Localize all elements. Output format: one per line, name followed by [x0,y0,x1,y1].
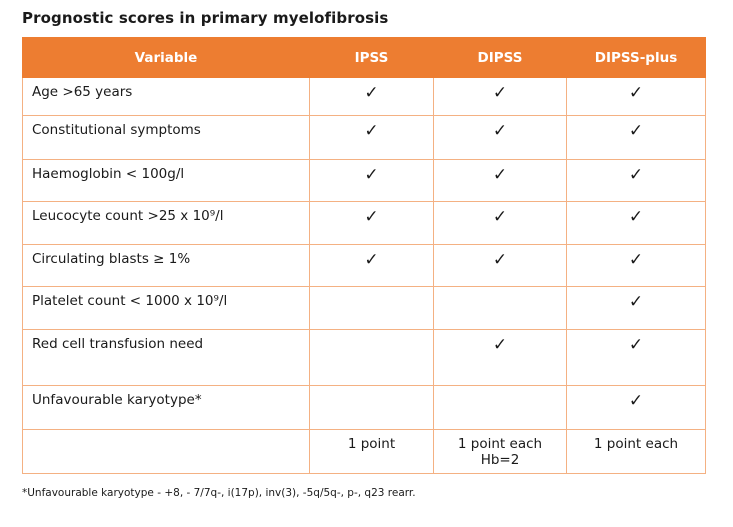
check-icon: ✓ [309,77,434,116]
variable-label: Red cell transfusion need [22,329,310,386]
check-icon: ✓ [566,115,706,160]
header-dipss-plus: DIPSS-plus [566,37,706,78]
footnote: *Unfavourable karyotype - +8, - 7/7q-, i… [22,487,416,499]
check-icon: ✓ [566,329,706,386]
check-icon: ✓ [566,159,706,202]
check-icon: ✓ [309,115,434,160]
check-icon: ✓ [309,159,434,202]
header-ipss: IPSS [309,37,434,78]
check-icon: ✓ [433,77,567,116]
variable-label: Haemoglobin < 100g/l [22,159,310,202]
dipss-points-text: 1 point each [457,436,543,452]
check-icon: ✓ [433,244,567,287]
points-row: 1 point 1 point each Hb=2 1 point each [22,429,706,474]
check-icon: ✓ [566,286,706,330]
check-icon [309,329,434,386]
check-icon: ✓ [566,385,706,430]
check-icon [309,385,434,430]
check-icon: ✓ [566,77,706,116]
check-icon: ✓ [309,201,434,245]
variable-label: Constitutional symptoms [22,115,310,160]
variable-label: Platelet count < 1000 x 10⁹/l [22,286,310,330]
header-dipss: DIPSS [433,37,567,78]
check-icon: ✓ [433,159,567,202]
table-row: Unfavourable karyotype* ✓ [22,385,706,430]
check-icon: ✓ [433,201,567,245]
table-row: Circulating blasts ≥ 1% ✓ ✓ ✓ [22,244,706,287]
ipss-points: 1 point [309,429,434,474]
table-row: Leucocyte count >25 x 10⁹/l ✓ ✓ ✓ [22,201,706,245]
check-icon [433,286,567,330]
dipss-plus-points-text: 1 point each [593,436,679,452]
table-row: Age >65 years ✓ ✓ ✓ [22,77,706,116]
check-icon [433,385,567,430]
check-icon: ✓ [566,244,706,287]
check-icon: ✓ [433,115,567,160]
variable-label: Leucocyte count >25 x 10⁹/l [22,201,310,245]
ipss-points-text: 1 point [347,436,396,452]
table-header-row: Variable IPSS DIPSS DIPSS-plus [22,37,706,78]
check-icon: ✓ [309,244,434,287]
table-row: Constitutional symptoms ✓ ✓ ✓ [22,115,706,160]
check-icon: ✓ [566,201,706,245]
table-row: Platelet count < 1000 x 10⁹/l ✓ [22,286,706,330]
check-icon: ✓ [433,329,567,386]
prognostic-scores-table: Variable IPSS DIPSS DIPSS-plus Age >65 y… [22,37,706,474]
table-row: Haemoglobin < 100g/l ✓ ✓ ✓ [22,159,706,202]
variable-label: Age >65 years [22,77,310,116]
dipss-plus-points: 1 point each [566,429,706,474]
dipss-points: 1 point each Hb=2 [433,429,567,474]
variable-label: Unfavourable karyotype* [22,385,310,430]
points-label-cell [22,429,310,474]
page-title: Prognostic scores in primary myelofibros… [22,9,389,27]
table-row: Red cell transfusion need ✓ ✓ [22,329,706,386]
check-icon [309,286,434,330]
dipss-points-note: Hb=2 [480,452,520,468]
variable-label: Circulating blasts ≥ 1% [22,244,310,287]
header-variable: Variable [22,37,310,78]
